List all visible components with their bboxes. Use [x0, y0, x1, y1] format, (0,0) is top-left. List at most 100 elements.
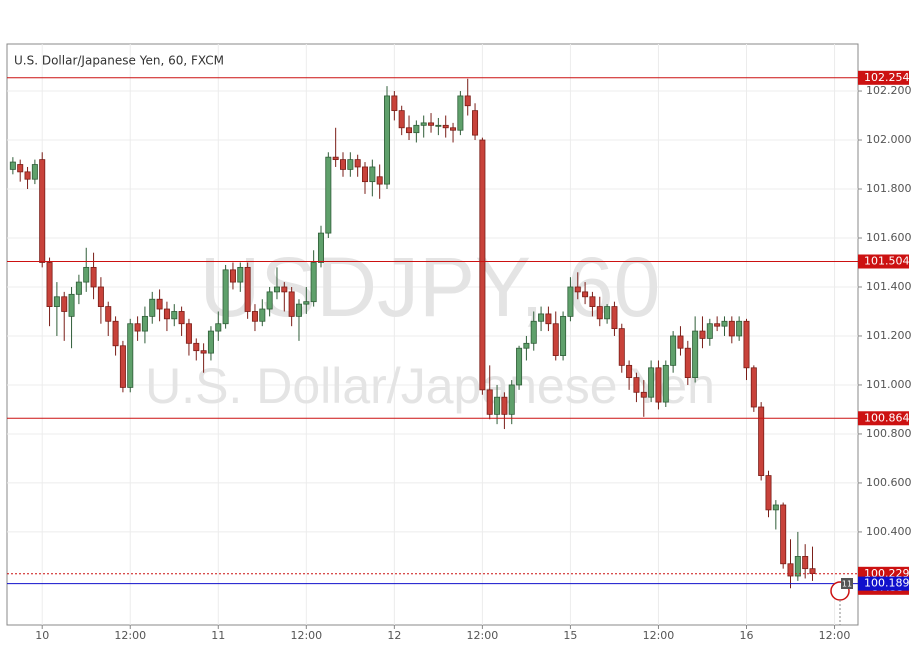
candle-body — [626, 364, 633, 379]
candle-body — [46, 262, 53, 307]
candle-body — [244, 266, 251, 312]
candle-body — [758, 406, 765, 476]
candle-body — [677, 335, 684, 349]
y-tick-label: 102.200 — [866, 84, 912, 97]
marker-badge — [841, 578, 853, 589]
x-tick-label: 15 — [563, 629, 577, 642]
candle-body — [655, 367, 662, 403]
y-tick-label: 100.600 — [866, 476, 912, 489]
candle-body — [156, 298, 163, 310]
watermark-subtitle: U.S. Dollar/Japanese Yen — [145, 358, 715, 414]
marks — [7, 77, 858, 589]
candle-body — [589, 296, 596, 307]
candle-body — [692, 330, 699, 379]
candle-body — [251, 311, 258, 322]
candle-body — [721, 320, 728, 327]
y-tick-label: 101.200 — [866, 329, 912, 342]
watermark: USDJPY, 60 — [200, 240, 661, 334]
y-tick-label: 100.800 — [866, 427, 912, 440]
candle-body — [376, 176, 383, 185]
x-tick-label: 12:00 — [114, 629, 146, 642]
candle-body — [714, 323, 721, 327]
candle-body — [384, 95, 391, 185]
candle-body — [457, 95, 464, 131]
x-tick-label: 12:00 — [290, 629, 322, 642]
candle-body — [809, 568, 816, 574]
candle-body — [273, 286, 280, 293]
candle-body — [75, 281, 82, 295]
axes: 100.400 100.600 100.800 101.000 101.200 101.4… — [35, 70, 912, 642]
x-tick-label: 16 — [739, 629, 753, 642]
candle-body — [750, 367, 757, 408]
candle-body — [362, 166, 369, 183]
y-tick-label: 100.400 — [866, 525, 912, 538]
candle-body — [222, 269, 229, 325]
candle-body — [31, 164, 38, 180]
x-tick-label: 12:00 — [819, 629, 851, 642]
candle-body — [112, 320, 119, 347]
candle-body — [141, 315, 148, 332]
candle-body — [413, 124, 420, 134]
y-tick-label: 101.400 — [866, 280, 912, 293]
candle-body — [229, 269, 236, 283]
candle-body — [611, 306, 618, 330]
candle-body — [105, 306, 112, 322]
candle-body — [706, 323, 713, 339]
level-label-box — [858, 576, 909, 591]
candle-body — [303, 301, 310, 305]
candle-body — [171, 311, 178, 320]
candle-body — [743, 320, 750, 369]
candle-body — [68, 293, 75, 317]
level-label: 100.864 — [864, 411, 910, 424]
candle-body — [406, 127, 413, 134]
x-tick-label: 12:00 — [643, 629, 675, 642]
candle-body — [39, 159, 46, 263]
candle-body — [310, 262, 317, 303]
candle-body — [596, 306, 603, 320]
candle-body — [699, 330, 706, 339]
candle-body — [428, 122, 435, 126]
candle-body — [684, 347, 691, 379]
candle-body — [802, 556, 809, 570]
candle-body — [574, 286, 581, 293]
candle-body — [604, 306, 611, 320]
candle-body — [17, 164, 24, 173]
candle-body — [560, 315, 567, 356]
candle-body — [450, 127, 457, 131]
marker-label: 11 — [842, 580, 852, 589]
candle-body — [728, 320, 735, 337]
candle-body — [442, 124, 449, 129]
candle-body — [295, 303, 302, 317]
x-tick-label: 12 — [387, 629, 401, 642]
level-label-box — [858, 70, 909, 85]
candle-body — [530, 320, 537, 344]
candle-body — [435, 124, 442, 127]
candle-body — [9, 161, 16, 170]
candle-body — [486, 389, 493, 415]
level-label: 102.254 — [864, 71, 910, 84]
y-tick-label: 101.000 — [866, 378, 912, 391]
candle-body — [339, 159, 346, 170]
candle-body — [24, 171, 31, 180]
candle-body — [508, 384, 515, 415]
level-label-box — [858, 411, 909, 426]
candle-body — [794, 556, 801, 577]
candle-body — [163, 308, 170, 320]
candle-body — [736, 320, 743, 337]
candle-body — [648, 367, 655, 398]
y-tick-label: 101.800 — [866, 182, 912, 195]
candle-body — [464, 95, 471, 107]
candle-body — [398, 110, 405, 129]
candle-body — [618, 328, 625, 366]
y-tick-label: 102.000 — [866, 133, 912, 146]
candle-body — [200, 350, 207, 354]
candle-body — [582, 291, 589, 298]
candle-body — [662, 364, 669, 403]
candle-body — [207, 330, 214, 354]
candle-body — [259, 308, 266, 322]
candle-body — [516, 347, 523, 386]
candle-body — [185, 323, 192, 344]
x-tick-label: 11 — [211, 629, 225, 642]
